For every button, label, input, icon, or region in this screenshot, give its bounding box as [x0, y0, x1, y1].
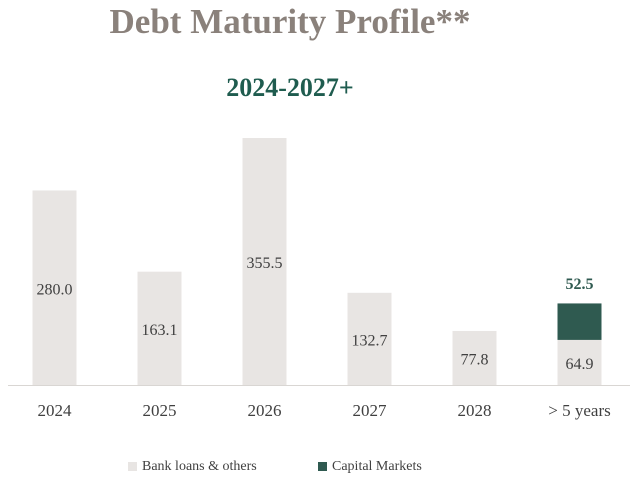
- bar: [32, 190, 77, 385]
- x-tick-label: > 5 years: [548, 401, 610, 420]
- chart-subtitle: 2024-2027+: [226, 73, 353, 102]
- value-label: 280.0: [37, 281, 73, 298]
- x-tick-label: 2026: [248, 401, 282, 420]
- chart-title: Debt Maturity Profile**: [110, 2, 471, 41]
- legend-label: Capital Markets: [332, 459, 422, 474]
- bar: [452, 330, 497, 385]
- legend-label: Bank loans & others: [142, 459, 257, 474]
- bar: [347, 292, 392, 385]
- value-label: 77.8: [461, 352, 489, 369]
- legend-swatch: [318, 462, 327, 471]
- bar: [557, 303, 602, 340]
- value-label: 163.1: [142, 322, 178, 339]
- bar: [137, 271, 182, 385]
- value-label: 132.7: [352, 333, 388, 350]
- value-label: 64.9: [566, 356, 594, 373]
- bar: [242, 138, 287, 385]
- x-tick-label: 2028: [458, 401, 492, 420]
- value-label: 355.5: [247, 255, 283, 272]
- legend-swatch: [128, 462, 137, 471]
- value-label: 52.5: [566, 276, 594, 293]
- x-tick-label: 2024: [38, 401, 73, 420]
- x-tick-label: 2025: [143, 401, 177, 420]
- bar: [557, 339, 602, 385]
- x-tick-label: 2027: [353, 401, 388, 420]
